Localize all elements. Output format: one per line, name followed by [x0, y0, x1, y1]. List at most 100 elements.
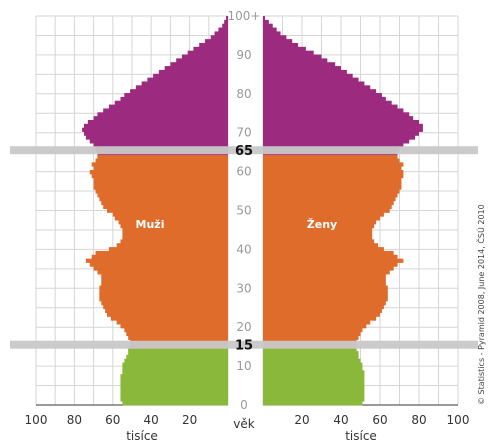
female-bar-age-60 — [263, 170, 404, 175]
male-bar-age-20 — [120, 324, 228, 329]
female-bar-age-92 — [263, 46, 306, 52]
female-bar-age-75 — [263, 112, 410, 117]
male-bar-age-74 — [93, 116, 228, 121]
male-bar-age-8 — [122, 370, 228, 375]
male-bar-age-59 — [91, 173, 229, 179]
male-bar-age-98 — [222, 23, 228, 28]
female-bar-age-18 — [263, 331, 361, 337]
female-bar-age-31 — [263, 281, 386, 287]
male-bar-age-22 — [110, 316, 228, 321]
band-marker-label-65: 65 — [235, 144, 253, 159]
right-x-axis-title: tisíce — [345, 429, 377, 443]
female-bar-age-21 — [263, 320, 371, 325]
male-bar-age-83 — [141, 81, 228, 86]
male-bar-age-70 — [84, 131, 228, 136]
left-x-tick-20: 20 — [182, 413, 197, 427]
male-bar-age-91 — [187, 50, 228, 55]
male-label: Muži — [136, 218, 165, 231]
female-bar-age-24 — [263, 308, 382, 313]
female-bar-age-7 — [263, 374, 365, 379]
female-bar-age-14 — [263, 347, 357, 352]
male-bar-age-25 — [103, 304, 228, 310]
right-x-tick-60: 60 — [372, 413, 387, 427]
female-bar-age-50 — [263, 208, 390, 213]
left-x-tick-60: 60 — [105, 413, 120, 427]
male-bar-age-94 — [204, 39, 228, 44]
female-bar-age-61 — [263, 166, 402, 171]
age-tick-30: 30 — [236, 281, 251, 295]
age-tick-80: 80 — [236, 87, 251, 101]
male-bar-age-29 — [99, 289, 228, 294]
male-bar-age-92 — [193, 46, 228, 52]
male-bar-age-52 — [101, 200, 228, 206]
female-bar-age-39 — [263, 250, 394, 256]
female-bar-age-67 — [263, 143, 404, 148]
female-bar-age-10 — [263, 362, 363, 367]
male-bar-age-47 — [118, 220, 228, 225]
age-tick-20: 20 — [236, 320, 251, 334]
female-bar-age-12 — [263, 354, 359, 360]
female-bar-age-38 — [263, 254, 398, 260]
age-ticks: 0 10 20 30 40 50 60 70 80 90 100+ — [228, 9, 261, 412]
male-bar-age-99 — [224, 19, 228, 25]
female-bar-age-48 — [263, 216, 380, 221]
female-bar-age-55 — [263, 189, 400, 194]
male-bar-age-75 — [97, 112, 228, 117]
male-bar-age-97 — [218, 27, 228, 32]
female-bar-age-57 — [263, 181, 402, 186]
male-bar-age-86 — [158, 69, 228, 75]
male-bar-age-26 — [101, 301, 228, 306]
female-bar-age-19 — [263, 327, 363, 333]
male-bar-age-55 — [95, 189, 229, 194]
female-bar-age-88 — [263, 62, 336, 67]
male-bar-age-50 — [107, 208, 228, 213]
female-bar-age-27 — [263, 297, 388, 302]
male-bar-age-2 — [120, 393, 228, 398]
female-bar-age-98 — [263, 23, 273, 28]
female-bar-age-56 — [263, 185, 402, 190]
age-tick-100: 100+ — [228, 9, 261, 23]
male-bar-age-4 — [120, 385, 228, 390]
male-bar-age-53 — [99, 197, 228, 202]
female-bar-age-20 — [263, 324, 367, 329]
female-bar-age-91 — [263, 50, 314, 55]
male-bar-age-88 — [170, 62, 228, 67]
male-bar-age-79 — [120, 96, 228, 102]
age-tick-0: 0 — [240, 398, 248, 412]
female-bar-age-29 — [263, 289, 388, 294]
male-bar-age-38 — [91, 254, 229, 260]
female-bar-age-11 — [263, 358, 361, 364]
male-bar-age-90 — [181, 54, 228, 59]
female-bar-age-0 — [263, 401, 363, 406]
male-bar-age-58 — [93, 177, 228, 183]
female-bar-age-85 — [263, 73, 353, 79]
female-bar-age-76 — [263, 108, 404, 113]
right-x-tick-40: 40 — [333, 413, 348, 427]
female-bar-age-59 — [263, 173, 404, 179]
female-bar-age-45 — [263, 227, 373, 233]
right-x-tick-80: 80 — [411, 413, 426, 427]
male-bar-age-42 — [120, 239, 228, 244]
male-bar-age-27 — [99, 297, 228, 302]
left-x-tick-40: 40 — [144, 413, 159, 427]
male-bar-age-14 — [128, 347, 228, 352]
female-bar-age-54 — [263, 193, 398, 198]
male-bar-age-73 — [87, 119, 228, 125]
male-bar-age-39 — [95, 250, 229, 256]
female-bar-age-90 — [263, 54, 322, 59]
male-bar-age-68 — [89, 139, 228, 144]
female-bar-age-82 — [263, 85, 371, 90]
male-bar-age-61 — [93, 166, 228, 171]
female-bar-age-49 — [263, 212, 384, 217]
left-x-axis-title: tisíce — [126, 429, 158, 443]
male-bar-age-48 — [114, 216, 228, 221]
female-bar-age-28 — [263, 293, 388, 298]
female-bar-age-64 — [263, 154, 398, 159]
female-bar-age-63 — [263, 158, 400, 163]
left-x-ticks: 100 80 60 40 20 — [25, 413, 198, 427]
male-bar-age-45 — [122, 227, 228, 233]
male-bar-age-78 — [114, 100, 228, 105]
male-bar-age-24 — [105, 308, 228, 313]
female-bar-age-25 — [263, 304, 384, 310]
